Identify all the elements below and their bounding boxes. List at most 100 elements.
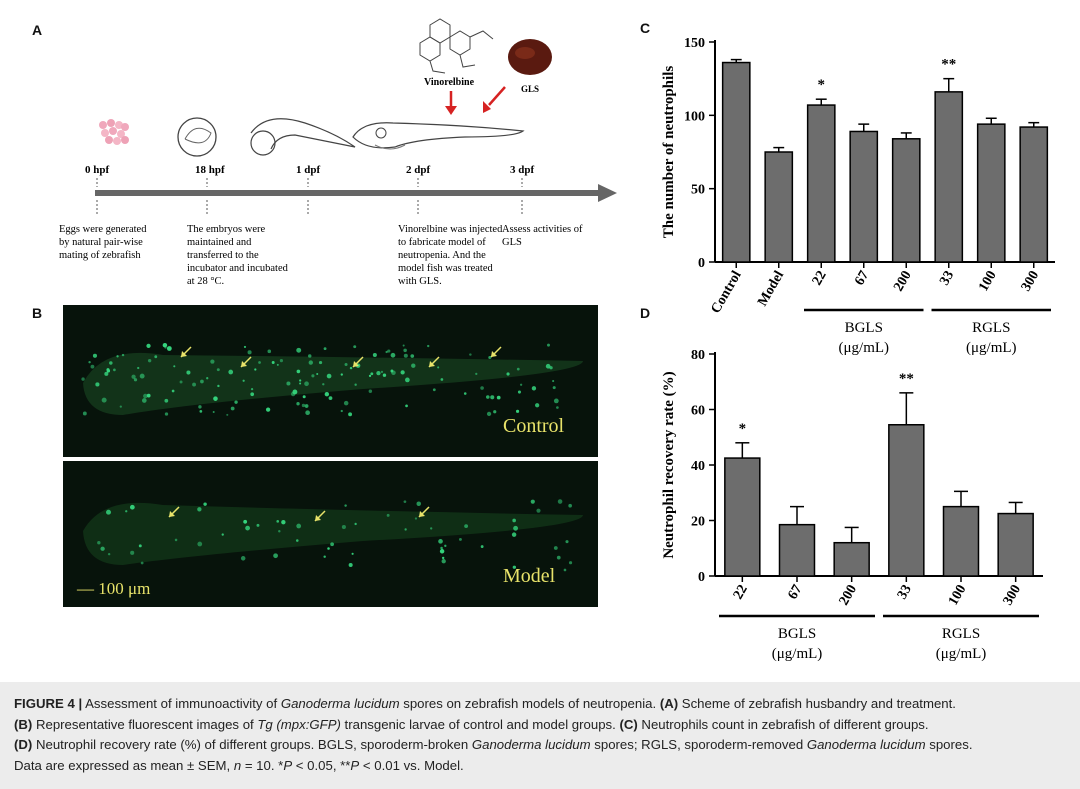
fluorescent-dot [228, 369, 234, 375]
stage-desc-3-2: neutropenia. And the [398, 250, 486, 261]
fluorescent-dot [354, 522, 357, 526]
panel-b-images: Control Model — 100 μm [45, 300, 605, 620]
bar-200 [833, 541, 870, 577]
stage-desc-4-0: Assess activities of [502, 224, 583, 235]
fluorescent-dot [107, 552, 111, 556]
fluorescent-dot [88, 360, 91, 364]
bar-200 [891, 138, 921, 263]
vinorelbine-label: Vinorelbine [424, 77, 475, 88]
fluorescent-dot [116, 355, 119, 358]
fluorescent-dot [166, 346, 172, 351]
fluorescent-dot [299, 382, 302, 385]
fluorescent-dot [348, 412, 353, 417]
fluorescent-dot [295, 539, 299, 542]
fluorescent-dot [535, 403, 540, 408]
group-label-rgls: RGLS [942, 626, 980, 642]
fluorescent-dot [271, 361, 275, 364]
fluorescent-dot [250, 387, 254, 391]
embryo-illustration [177, 117, 217, 157]
y-axis-title: Neutrophil recovery rate (%) [661, 371, 677, 558]
fluorescent-dot [308, 360, 313, 365]
fluorescent-dot [536, 508, 541, 513]
neutrophil-arrowhead [491, 351, 497, 357]
bar-22 [724, 457, 761, 577]
fluorescent-dot [234, 400, 238, 404]
control-fluorescence-image: Control [63, 305, 598, 457]
fluorescent-dot [513, 525, 519, 531]
fluorescent-dot [139, 373, 145, 379]
significance-marker: * [739, 421, 747, 437]
fluorescent-dot [119, 405, 122, 408]
y-tick-label: 100 [684, 109, 705, 124]
fluorescent-dot [458, 537, 462, 541]
fluorescent-dot [411, 363, 416, 368]
fluorescent-dot [302, 395, 306, 399]
fluorescent-dot [400, 370, 405, 375]
fluorescent-dot [430, 527, 433, 530]
neutrophil-arrowhead [241, 361, 247, 367]
fluorescent-dot [568, 503, 572, 508]
fluorescent-dot [203, 502, 207, 506]
fluorescent-dot [354, 383, 357, 386]
fluorescent-dot [92, 353, 98, 358]
fluorescent-dot [496, 395, 501, 400]
fluorescent-dot [173, 365, 176, 368]
x-tick-label: 67 [852, 269, 872, 289]
y-axis-title: The number of neutrophils [661, 66, 677, 239]
fluorescent-dot [463, 392, 467, 395]
fluorescent-dot [493, 410, 497, 414]
fluorescent-dot [506, 372, 510, 376]
caption-line-1: FIGURE 4 | Assessment of immunoactivity … [14, 696, 956, 711]
fluorescent-dot [344, 504, 347, 507]
fluorescent-dot [512, 565, 517, 569]
fluorescent-dot [327, 547, 330, 550]
fluorescent-dot [530, 499, 535, 504]
fluorescent-dot [240, 556, 246, 561]
fluorescent-dot [432, 388, 436, 392]
x-tick-label: 100 [976, 269, 999, 295]
control-label: Control [503, 415, 565, 437]
fluorescent-dot [403, 353, 408, 358]
panel-label-c: C [640, 20, 651, 36]
fluorescent-dot [290, 391, 296, 397]
fluorescent-dot [146, 393, 151, 398]
fluorescent-dot [486, 411, 492, 417]
bar-300 [1019, 126, 1049, 263]
fluorescent-dot [485, 395, 490, 399]
bar-100 [976, 123, 1006, 263]
fluorescent-dot [556, 555, 561, 560]
bar-Control [721, 61, 751, 263]
x-tick-label: 200 [891, 269, 914, 295]
fluorescent-dot [258, 361, 261, 364]
fluorescent-dot [324, 392, 330, 397]
fluorescent-dot [81, 377, 85, 381]
fluorescent-dot [254, 368, 257, 371]
fluorescent-dot [348, 563, 353, 568]
fluorescent-dot [186, 370, 191, 375]
fluorescent-dot [545, 363, 551, 369]
stage-desc-1-0: The embryos were [187, 224, 265, 235]
stage-time-1: 18 hpf [195, 164, 225, 176]
x-tick-label: 33 [895, 583, 915, 603]
significance-marker: ** [941, 57, 956, 73]
fluorescent-dot [391, 370, 396, 376]
fluorescent-dot [517, 390, 521, 394]
fluorescent-dot [568, 561, 573, 565]
fluorescent-dot [299, 379, 302, 382]
fluorescent-dot [131, 374, 136, 379]
fluorescent-dot [349, 366, 353, 370]
fluorescent-dot [531, 386, 537, 391]
fluorescent-dot [416, 501, 421, 506]
fluorescent-dot [368, 374, 372, 378]
group-unit-bgls: (μg/mL) [838, 340, 889, 356]
vinorelbine-molecule-icon [419, 18, 494, 74]
fluorescent-dot [441, 556, 445, 560]
fluorescent-dot [326, 373, 332, 379]
panel-a-timeline: Vinorelbine GLS 0 hpf Eggs were generated… [45, 15, 635, 300]
fluorescent-dot [318, 360, 323, 365]
chart-d-svg: 0 20 40 60 80 Neutrophil recovery rate (%) 22 *… [661, 348, 1043, 662]
vinorelbine-arrowhead [445, 106, 457, 115]
fluorescent-dot [323, 347, 327, 351]
fluorescent-dot [137, 366, 140, 370]
